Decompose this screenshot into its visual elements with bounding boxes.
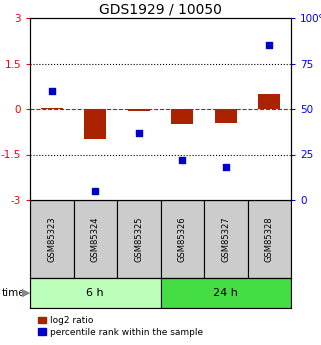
Text: GSM85327: GSM85327 <box>221 216 230 262</box>
Bar <box>30 278 161 308</box>
Text: GSM85328: GSM85328 <box>265 216 274 262</box>
Legend: log2 ratio, percentile rank within the sample: log2 ratio, percentile rank within the s… <box>35 313 207 341</box>
Bar <box>160 200 204 278</box>
Text: GSM85324: GSM85324 <box>91 216 100 262</box>
Point <box>180 157 185 163</box>
Bar <box>171 109 193 124</box>
Bar <box>30 200 74 278</box>
Bar <box>215 109 237 123</box>
Title: GDS1929 / 10050: GDS1929 / 10050 <box>99 3 222 17</box>
Bar <box>128 109 150 110</box>
Text: GSM85323: GSM85323 <box>47 216 56 262</box>
Point <box>136 130 141 136</box>
Bar <box>258 94 280 109</box>
Text: GSM85326: GSM85326 <box>178 216 187 262</box>
Text: 6 h: 6 h <box>86 288 104 298</box>
Bar <box>41 108 63 109</box>
Bar <box>117 200 160 278</box>
Bar <box>204 200 247 278</box>
Text: time: time <box>2 288 25 298</box>
Point <box>93 188 98 194</box>
Bar <box>84 109 106 139</box>
Bar <box>247 200 291 278</box>
Bar <box>74 200 117 278</box>
Text: ▶: ▶ <box>22 288 30 298</box>
Bar <box>160 278 291 308</box>
Text: GSM85325: GSM85325 <box>134 216 143 262</box>
Point <box>49 88 54 93</box>
Point <box>267 42 272 48</box>
Point <box>223 165 228 170</box>
Text: 24 h: 24 h <box>213 288 238 298</box>
